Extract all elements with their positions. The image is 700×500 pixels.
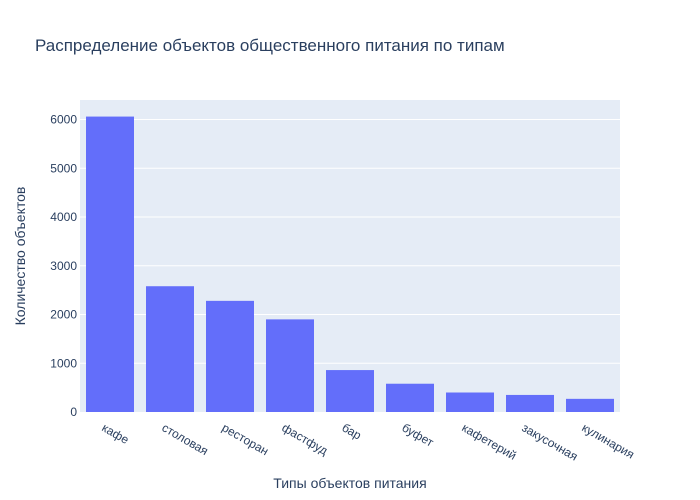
bars — [86, 116, 614, 412]
x-axis-title: Типы объектов питания — [273, 475, 426, 491]
bar-0 — [86, 116, 134, 412]
bar-1 — [146, 286, 194, 412]
x-tick-label: кафе — [100, 420, 132, 447]
y-axis-ticks: 0 1000 2000 3000 4000 5000 6000 — [50, 113, 77, 420]
x-tick-label: ресторан — [220, 420, 271, 458]
y-tick-label: 3000 — [50, 259, 77, 273]
bar-7 — [506, 394, 554, 412]
y-tick-label: 1000 — [50, 356, 77, 370]
bar-6 — [446, 392, 494, 412]
y-tick-label: 6000 — [50, 113, 77, 127]
x-tick-label: кафетерий — [460, 420, 519, 462]
chart-title: Распределение объектов общественного пит… — [35, 36, 505, 55]
y-tick-label: 0 — [70, 405, 77, 419]
y-axis-title: Количество объектов — [12, 187, 28, 326]
y-tick-label: 4000 — [50, 210, 77, 224]
x-tick-label: бар — [340, 420, 365, 442]
x-tick-label: буфет — [400, 420, 437, 449]
bar-4 — [326, 370, 374, 412]
y-tick-label: 5000 — [50, 161, 77, 175]
x-axis-ticks: кафе столовая ресторан фастфуд бар буфет кафет… — [100, 420, 637, 463]
x-tick-label: кулинария — [580, 420, 637, 461]
x-tick-label: закусочная — [520, 420, 581, 463]
x-tick-label: фастфуд — [280, 420, 331, 457]
bar-5 — [386, 383, 434, 412]
bar-3 — [266, 319, 314, 412]
bar-8 — [566, 398, 614, 412]
bar-2 — [206, 300, 254, 412]
x-tick-label: столовая — [160, 420, 211, 458]
y-tick-label: 2000 — [50, 308, 77, 322]
